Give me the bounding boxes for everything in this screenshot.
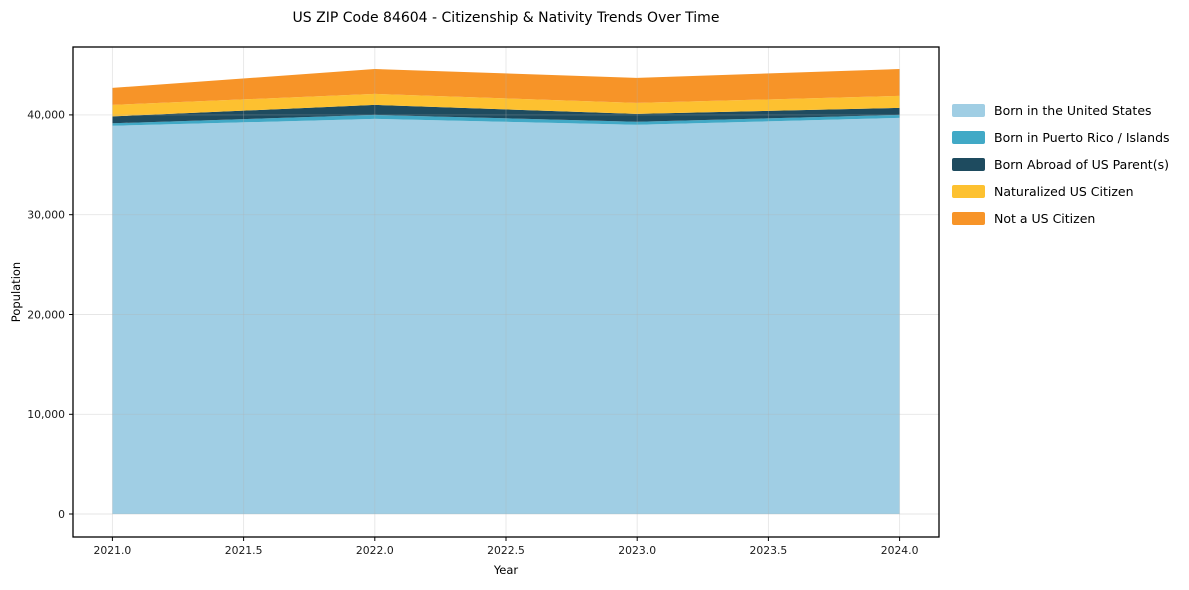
- x-tick-label: 2023.0: [618, 544, 656, 557]
- x-tick-label: 2021.0: [94, 544, 132, 557]
- x-tick-label: 2022.5: [487, 544, 525, 557]
- chart-title: US ZIP Code 84604 - Citizenship & Nativi…: [292, 10, 720, 26]
- x-tick-label: 2023.5: [750, 544, 788, 557]
- legend-item: Not a US Citizen: [952, 209, 1170, 227]
- y-tick-label: 10,000: [27, 408, 65, 421]
- y-tick-label: 0: [58, 508, 65, 521]
- x-tick-label: 2022.0: [356, 544, 394, 557]
- legend-label: Not a US Citizen: [994, 210, 1096, 226]
- legend: Born in the United States Born in Puerto …: [952, 101, 1170, 227]
- legend-item: Born in the United States: [952, 101, 1170, 119]
- x-axis-label: Year: [493, 563, 519, 577]
- x-tick-label: 2021.5: [225, 544, 263, 557]
- y-tick-label: 30,000: [27, 209, 65, 222]
- x-tick-labels: 2021.0 2021.5 2022.0 2022.5 2023.0 2023.5 2024…: [94, 544, 919, 557]
- area-series-4: [112, 69, 900, 105]
- legend-swatch: [952, 103, 985, 117]
- area-series-2: [112, 104, 900, 124]
- y-tick-label: 20,000: [27, 308, 65, 321]
- legend-label: Naturalized US Citizen: [994, 183, 1134, 199]
- stacked-areas: [112, 69, 900, 515]
- legend-item: Naturalized US Citizen: [952, 182, 1170, 200]
- legend-swatch: [952, 157, 985, 171]
- y-tick-labels: 0 10,000 20,000 30,000 40,000: [27, 109, 65, 521]
- grid-lines: [73, 47, 939, 537]
- legend-item: Born in Puerto Rico / Islands: [952, 128, 1170, 146]
- legend-swatch: [952, 130, 985, 144]
- legend-label: Born in Puerto Rico / Islands: [994, 129, 1170, 145]
- legend-label: Born in the United States: [994, 102, 1152, 118]
- area-series-1: [112, 114, 900, 126]
- y-tick-label: 40,000: [27, 109, 65, 122]
- x-tick-label: 2024.0: [881, 544, 919, 557]
- legend-swatch: [952, 211, 985, 225]
- legend-swatch: [952, 184, 985, 198]
- axis-ticks: [69, 114, 901, 541]
- legend-label: Born Abroad of US Parent(s): [994, 156, 1169, 172]
- area-series-0: [112, 117, 900, 515]
- y-axis-label: Population: [9, 261, 23, 323]
- legend-item: Born Abroad of US Parent(s): [952, 155, 1170, 173]
- area-series-3: [112, 93, 900, 117]
